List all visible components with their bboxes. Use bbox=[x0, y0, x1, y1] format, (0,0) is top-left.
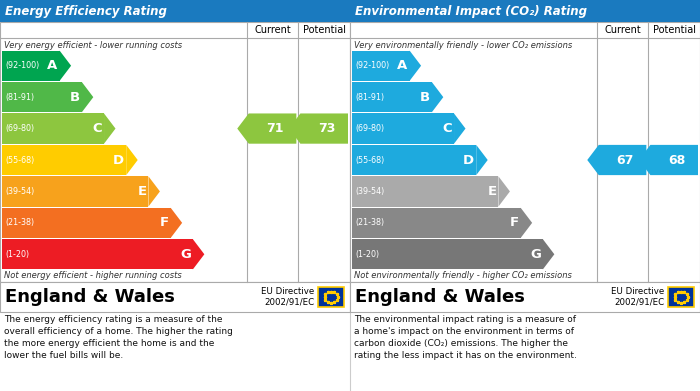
Text: Very energy efficient - lower running costs: Very energy efficient - lower running co… bbox=[4, 41, 182, 50]
Text: F: F bbox=[510, 216, 519, 230]
Bar bbox=[2, 145, 126, 175]
Text: Very environmentally friendly - lower CO₂ emissions: Very environmentally friendly - lower CO… bbox=[354, 41, 573, 50]
Text: (21-38): (21-38) bbox=[5, 218, 34, 227]
Polygon shape bbox=[476, 145, 488, 175]
Polygon shape bbox=[171, 208, 182, 238]
Text: (92-100): (92-100) bbox=[355, 61, 389, 70]
Bar bbox=[0, 0, 350, 22]
Polygon shape bbox=[542, 239, 554, 269]
Text: G: G bbox=[530, 248, 541, 261]
Text: Current: Current bbox=[604, 25, 641, 35]
Text: (55-68): (55-68) bbox=[5, 156, 34, 165]
Text: B: B bbox=[70, 91, 80, 104]
Bar bbox=[0, 282, 350, 312]
Bar bbox=[318, 287, 344, 307]
Polygon shape bbox=[432, 82, 443, 112]
Text: (55-68): (55-68) bbox=[355, 156, 384, 165]
Text: Energy Efficiency Rating: Energy Efficiency Rating bbox=[5, 5, 167, 18]
Polygon shape bbox=[454, 113, 466, 143]
Text: (1-20): (1-20) bbox=[355, 250, 379, 259]
Polygon shape bbox=[289, 113, 348, 143]
Text: EU Directive
2002/91/EC: EU Directive 2002/91/EC bbox=[260, 287, 314, 307]
Text: F: F bbox=[160, 216, 169, 230]
Bar bbox=[2, 176, 148, 206]
Polygon shape bbox=[60, 50, 71, 81]
Text: D: D bbox=[113, 154, 124, 167]
Polygon shape bbox=[639, 145, 698, 175]
Polygon shape bbox=[587, 145, 646, 175]
Polygon shape bbox=[237, 113, 296, 143]
Text: (69-80): (69-80) bbox=[5, 124, 34, 133]
Text: Environmental Impact (CO₂) Rating: Environmental Impact (CO₂) Rating bbox=[355, 5, 587, 18]
Bar bbox=[352, 208, 521, 238]
Bar bbox=[352, 82, 432, 112]
Polygon shape bbox=[521, 208, 532, 238]
Bar bbox=[2, 82, 82, 112]
Bar bbox=[2, 239, 192, 269]
Bar bbox=[352, 145, 476, 175]
Text: EU Directive
2002/91/EC: EU Directive 2002/91/EC bbox=[610, 287, 664, 307]
Text: Current: Current bbox=[254, 25, 291, 35]
Bar bbox=[350, 0, 700, 22]
Text: A: A bbox=[398, 59, 407, 72]
Text: Not energy efficient - higher running costs: Not energy efficient - higher running co… bbox=[4, 271, 182, 280]
Text: 68: 68 bbox=[668, 154, 685, 167]
Text: Potential: Potential bbox=[652, 25, 696, 35]
Bar bbox=[350, 22, 700, 282]
Text: C: C bbox=[442, 122, 452, 135]
Text: D: D bbox=[463, 154, 474, 167]
Text: E: E bbox=[487, 185, 496, 198]
Text: C: C bbox=[92, 122, 102, 135]
Text: (39-54): (39-54) bbox=[5, 187, 34, 196]
Polygon shape bbox=[498, 176, 510, 206]
Polygon shape bbox=[410, 50, 421, 81]
Bar bbox=[352, 239, 542, 269]
Text: England & Wales: England & Wales bbox=[355, 288, 525, 306]
Text: The environmental impact rating is a measure of
a home's impact on the environme: The environmental impact rating is a mea… bbox=[354, 315, 577, 361]
Text: The energy efficiency rating is a measure of the
overall efficiency of a home. T: The energy efficiency rating is a measur… bbox=[4, 315, 233, 361]
Text: G: G bbox=[180, 248, 191, 261]
Text: (69-80): (69-80) bbox=[355, 124, 384, 133]
Text: E: E bbox=[137, 185, 146, 198]
Text: (92-100): (92-100) bbox=[5, 61, 39, 70]
Bar bbox=[668, 287, 694, 307]
Text: England & Wales: England & Wales bbox=[5, 288, 175, 306]
Bar bbox=[2, 50, 60, 81]
Text: 67: 67 bbox=[616, 154, 634, 167]
Polygon shape bbox=[193, 239, 204, 269]
Bar bbox=[0, 22, 350, 282]
Bar bbox=[2, 208, 171, 238]
Text: (81-91): (81-91) bbox=[355, 93, 384, 102]
Text: (39-54): (39-54) bbox=[355, 187, 384, 196]
Polygon shape bbox=[126, 145, 138, 175]
Bar bbox=[2, 113, 104, 143]
Bar bbox=[352, 113, 454, 143]
Bar bbox=[350, 282, 700, 312]
Text: (1-20): (1-20) bbox=[5, 250, 29, 259]
Bar bbox=[352, 176, 498, 206]
Text: 71: 71 bbox=[266, 122, 284, 135]
Text: (21-38): (21-38) bbox=[355, 218, 384, 227]
Polygon shape bbox=[82, 82, 93, 112]
Text: Not environmentally friendly - higher CO₂ emissions: Not environmentally friendly - higher CO… bbox=[354, 271, 572, 280]
Text: B: B bbox=[420, 91, 430, 104]
Text: Potential: Potential bbox=[302, 25, 346, 35]
Bar bbox=[352, 50, 410, 81]
Polygon shape bbox=[148, 176, 160, 206]
Text: 73: 73 bbox=[318, 122, 335, 135]
Polygon shape bbox=[104, 113, 116, 143]
Text: (81-91): (81-91) bbox=[5, 93, 34, 102]
Text: A: A bbox=[48, 59, 57, 72]
